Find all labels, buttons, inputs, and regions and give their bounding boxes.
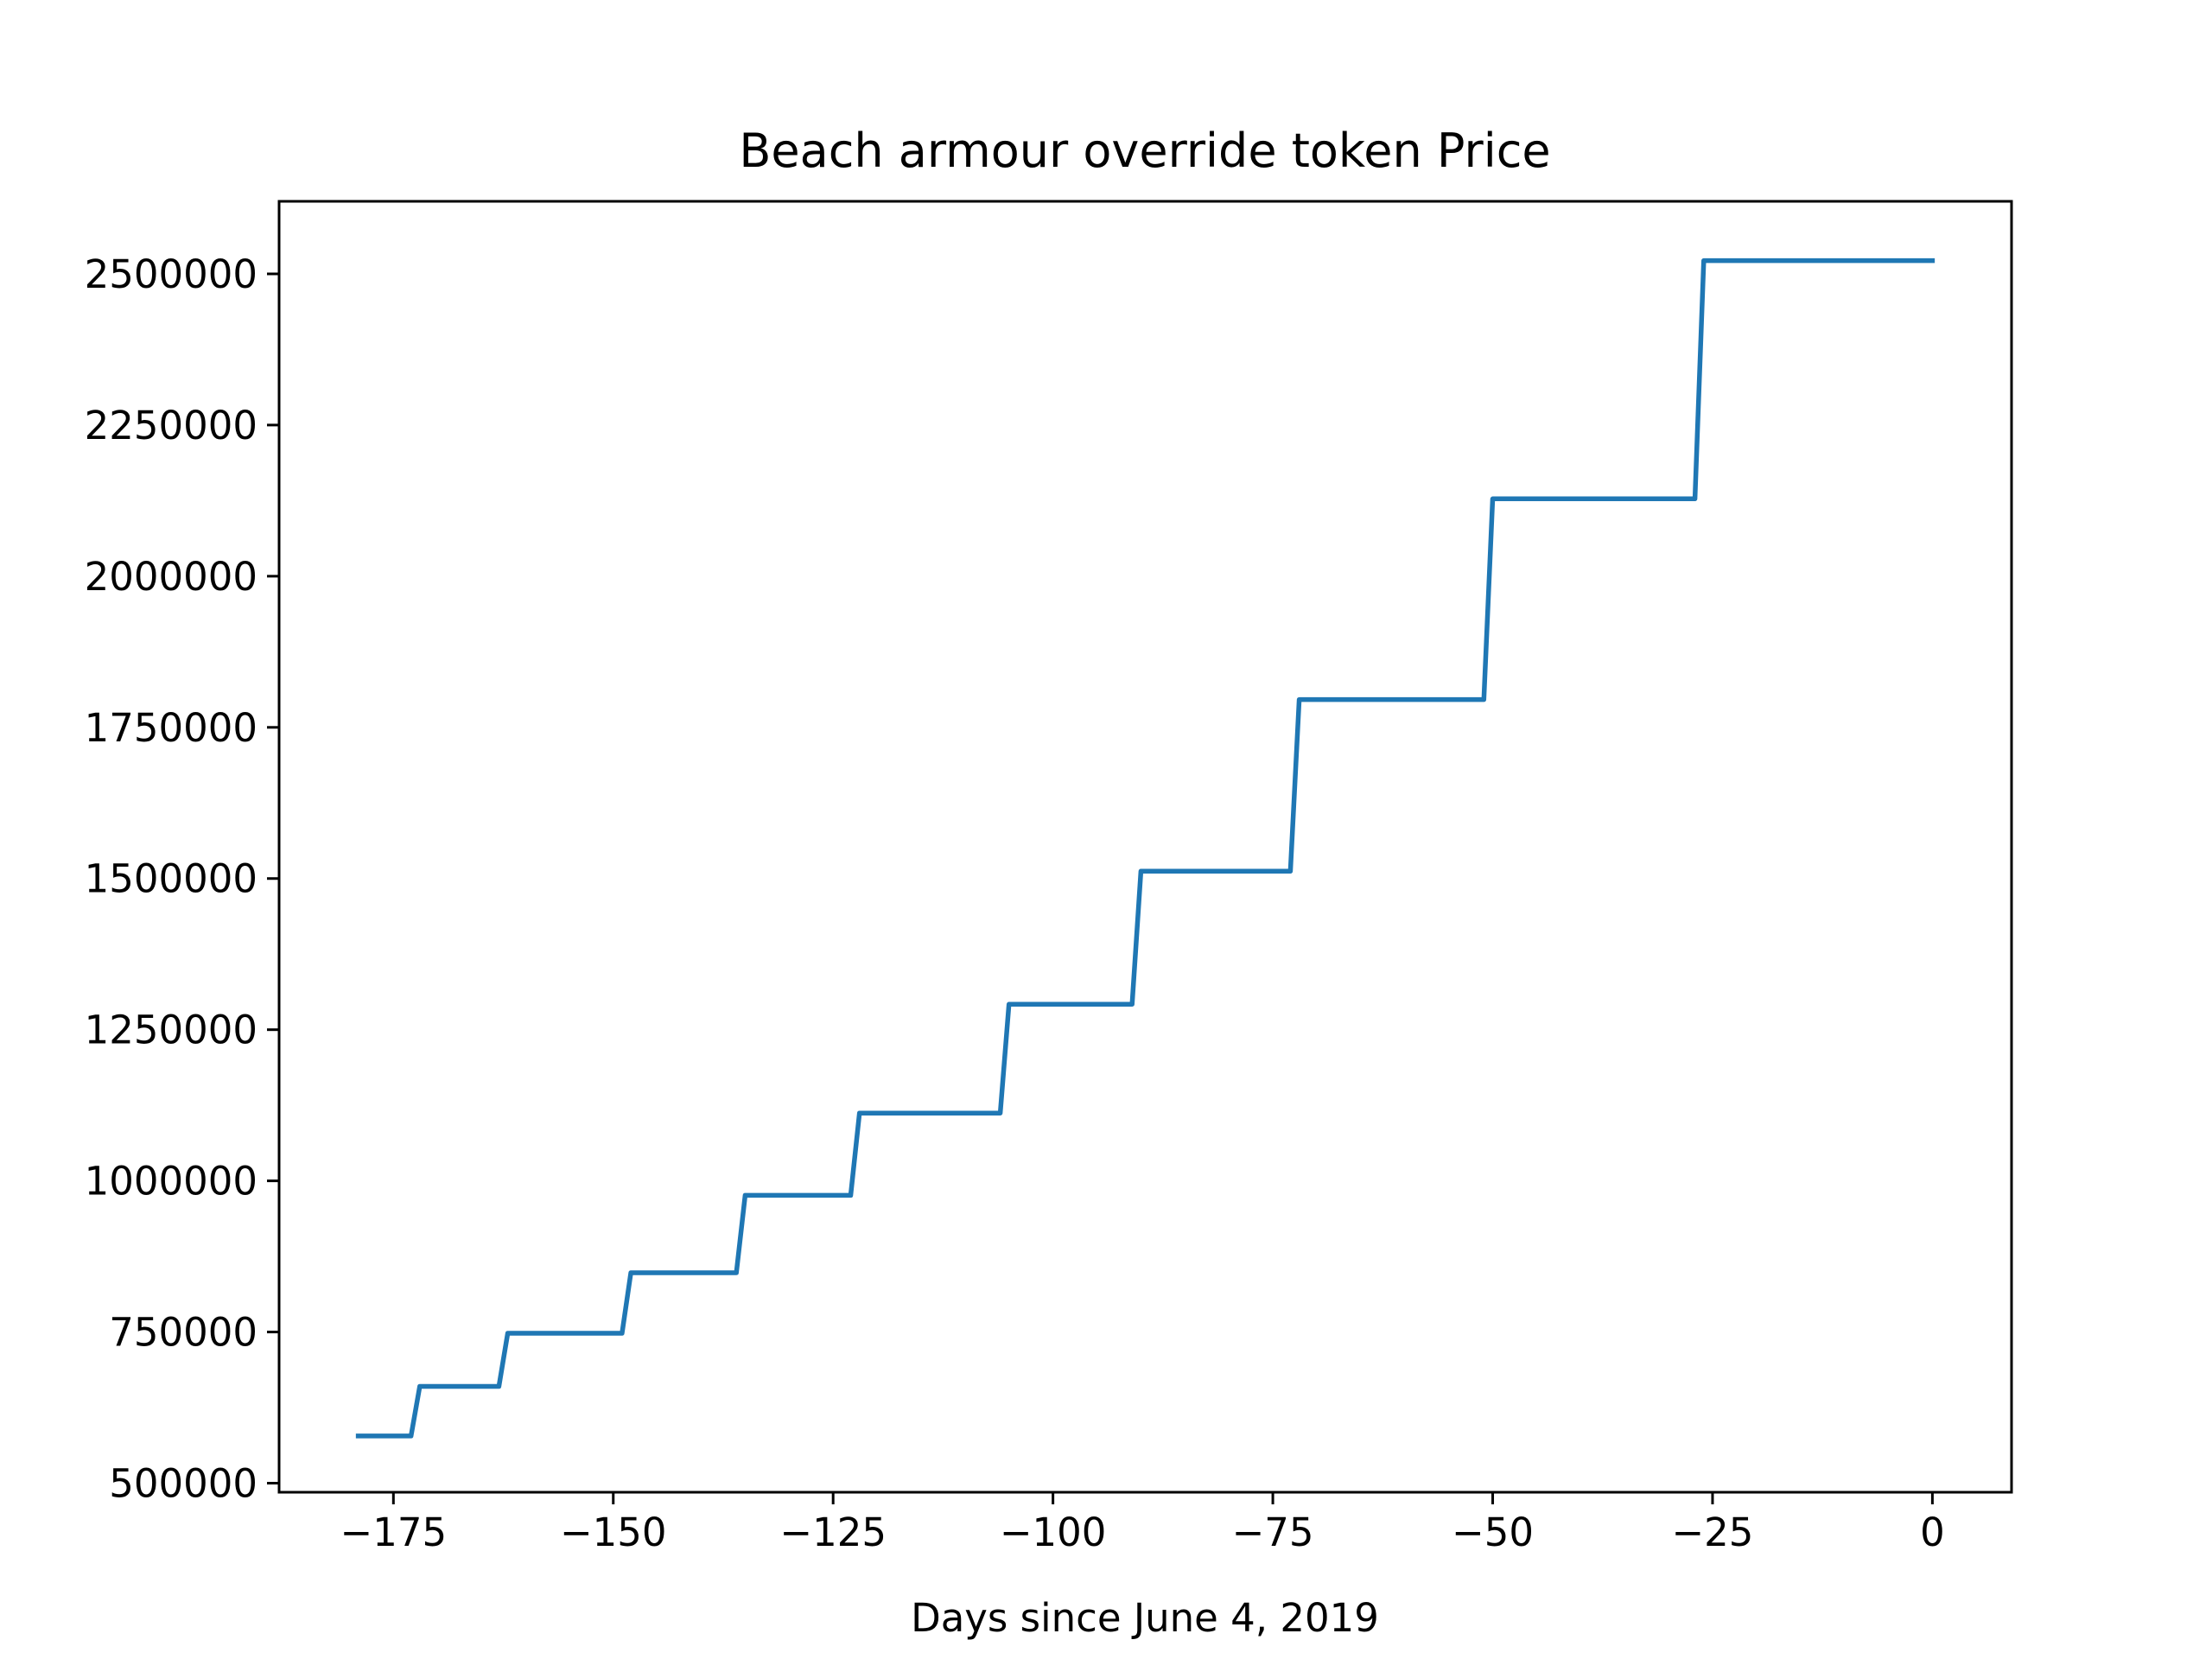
x-tick-label: −125 (779, 1510, 887, 1555)
x-tick-label: −25 (1671, 1510, 1753, 1555)
x-axis-label: Days since June 4, 2019 (911, 1595, 1379, 1641)
chart-title: Beach armour override token Price (739, 124, 1550, 178)
y-tick-label: 1000000 (85, 1159, 257, 1205)
y-tick-label: 2000000 (85, 554, 257, 600)
y-tick-label: 500000 (109, 1461, 257, 1507)
x-tick-label: −75 (1232, 1510, 1314, 1555)
price-series-line (355, 257, 1936, 1439)
y-tick-label: 1500000 (85, 856, 257, 902)
plot-frame (277, 200, 2013, 1494)
y-tick-label: 2500000 (85, 251, 257, 297)
x-tick-label: −175 (340, 1510, 448, 1555)
x-axis: −175 −150 −125 −100 −75 −50 −25 0 (340, 1492, 1945, 1555)
x-tick-label: −50 (1452, 1510, 1534, 1555)
y-tick-label: 1750000 (85, 705, 257, 751)
x-tick-label: −100 (1000, 1510, 1107, 1555)
x-tick-label: −150 (560, 1510, 667, 1555)
plot-area (355, 257, 1936, 1439)
y-tick-label: 2250000 (85, 403, 257, 448)
y-tick-label: 1250000 (85, 1007, 257, 1053)
x-tick-label: 0 (1920, 1510, 1945, 1555)
y-axis: 500000 750000 1000000 1250000 1500000 1750000… (85, 251, 279, 1507)
y-tick-label: 750000 (109, 1310, 257, 1356)
